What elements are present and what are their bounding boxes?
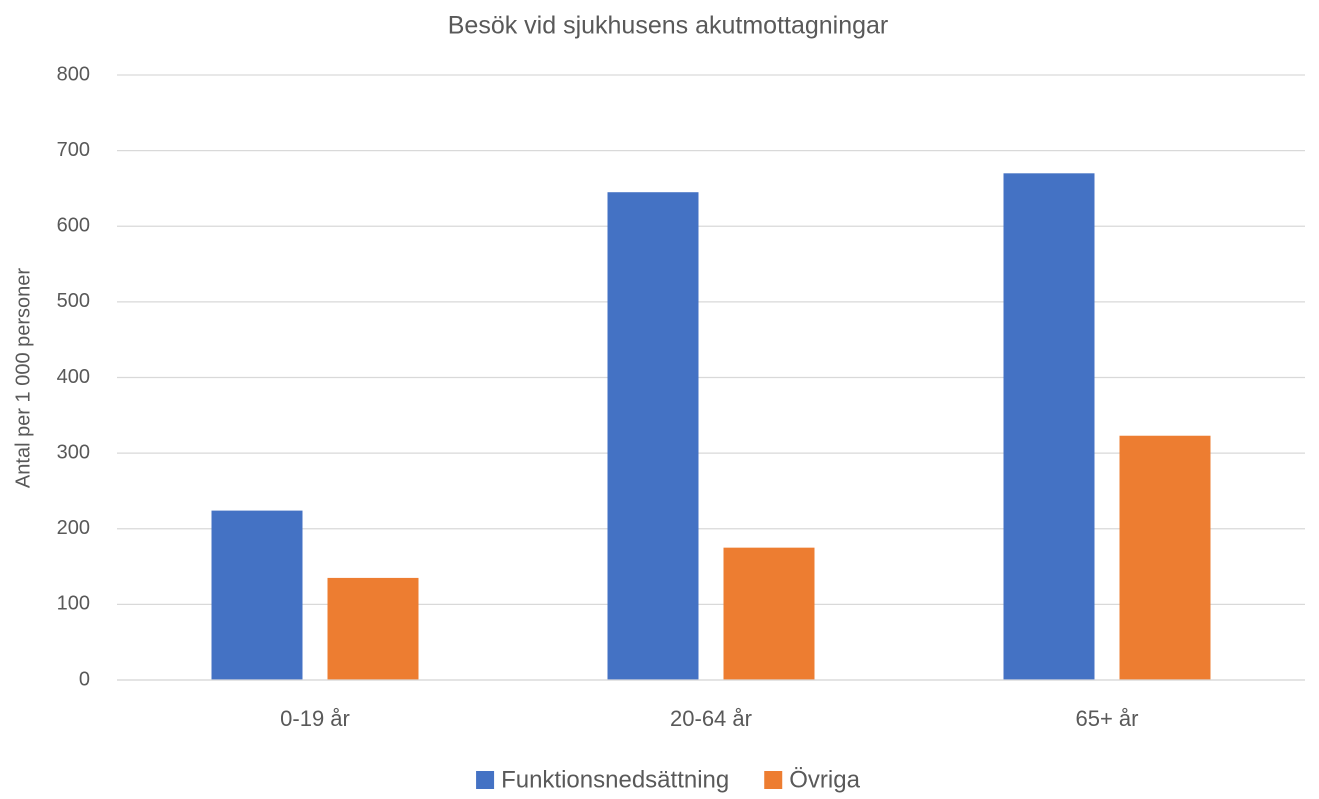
bar — [723, 547, 815, 680]
bar — [1119, 435, 1211, 680]
legend-swatch — [764, 771, 783, 789]
chart-title: Besök vid sjukhusens akutmottagningar — [448, 12, 889, 40]
y-tick-label: 400 — [57, 366, 90, 388]
x-tick-label: 65+ år — [1076, 706, 1139, 731]
y-axis-label: Antal per 1 000 personer — [12, 268, 34, 488]
bar — [1003, 173, 1095, 680]
y-tick-label: 500 — [57, 290, 90, 312]
bar — [211, 510, 303, 680]
legend-label: Funktionsnedsättning — [501, 766, 729, 793]
y-tick-label: 200 — [57, 517, 90, 539]
y-tick-label: 0 — [79, 668, 90, 690]
y-tick-label: 600 — [57, 215, 90, 237]
bar — [327, 577, 419, 680]
y-tick-label: 300 — [57, 441, 90, 463]
legend-swatch — [476, 771, 495, 789]
legend-label: Övriga — [789, 766, 860, 793]
bar — [607, 192, 699, 680]
y-tick-label: 100 — [57, 593, 90, 615]
y-tick-label: 700 — [57, 139, 90, 161]
x-tick-label: 20-64 år — [670, 706, 752, 731]
x-tick-label: 0-19 år — [280, 706, 350, 731]
y-tick-label: 800 — [57, 63, 90, 85]
